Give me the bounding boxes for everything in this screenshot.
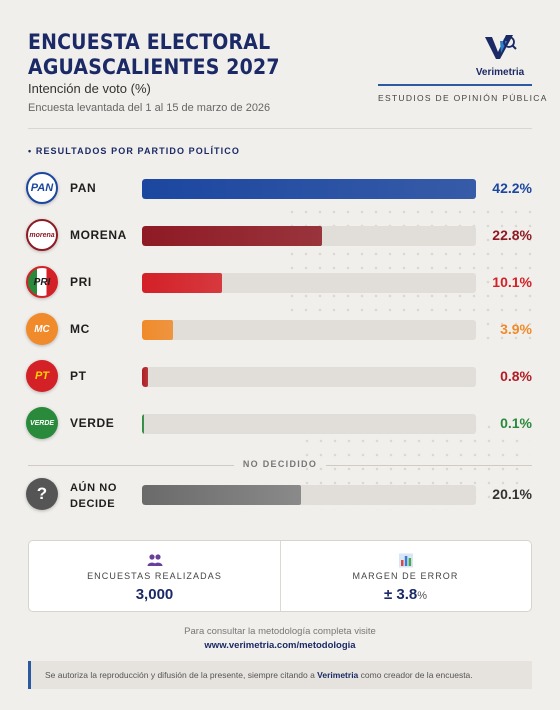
stat-margin-value: ± 3.8%	[280, 586, 531, 603]
verde-logo-text: VERDE	[29, 419, 55, 427]
bar-track	[142, 226, 476, 246]
bar-morena	[142, 226, 323, 246]
pri-logo-icon: PRI	[26, 266, 58, 298]
bar-mc	[142, 320, 173, 340]
verde-logo-icon: VERDE	[26, 407, 58, 439]
bar-row-verde: VERDE VERDE 0.1%	[26, 407, 536, 441]
morena-logo-text: morena	[29, 231, 55, 239]
brand-logo: Verimetria	[460, 33, 540, 78]
bar-value-undecided: 20.1%	[492, 486, 532, 502]
bar-track	[142, 179, 476, 199]
bar-label-mc: MC	[70, 322, 90, 336]
pt-logo-icon: PT	[26, 360, 58, 392]
subtitle: Intención de voto (%)	[28, 81, 151, 96]
stat-margin: MARGEN DE ERROR ± 3.8%	[280, 541, 531, 611]
bar-track	[142, 273, 476, 293]
bar-label-pri: PRI	[70, 275, 92, 289]
stat-surveys-label: ENCUESTAS REALIZADAS	[87, 571, 222, 581]
bar-row-mc: MC MC 3.9%	[26, 313, 536, 347]
question-icon: ?	[26, 478, 58, 510]
bar-row-pri: PRI PRI 10.1%	[26, 266, 536, 300]
survey-dates: Encuesta levantada del 1 al 15 de marzo …	[28, 102, 271, 114]
stat-surveys-value: 3,000	[135, 586, 174, 603]
bar-value-verde: 0.1%	[500, 415, 532, 431]
reproduction-notice: Se autoriza la reproducción y difusión d…	[28, 661, 532, 689]
bar-pt	[142, 367, 149, 387]
bar-row-pt: PT PT 0.8%	[26, 360, 536, 394]
undecided-divider-label: NO DECIDIDO	[242, 459, 318, 469]
margin-number: ± 3.8	[383, 586, 418, 603]
bar-verde	[142, 414, 144, 434]
bar-pan	[142, 179, 476, 199]
pt-logo-text: PT	[34, 370, 50, 382]
bar-row-pan: PAN PAN 42.2%	[26, 172, 536, 206]
undecided-label: AÚN NO DECIDE	[70, 480, 140, 512]
morena-logo-icon: morena	[26, 219, 58, 251]
bar-row-morena: morena MORENA 22.8%	[26, 219, 536, 253]
undecided-label-line-1: AÚN NO	[70, 482, 117, 494]
stat-surveys: ENCUESTAS REALIZADAS 3,000	[29, 541, 280, 611]
mc-logo-icon: MC	[26, 313, 58, 345]
stat-divider	[280, 541, 281, 611]
undecided-divider-line	[326, 465, 532, 466]
verimetria-logo-icon	[485, 35, 517, 59]
brand-name: Verimetria	[475, 67, 525, 78]
pan-logo-text: PAN	[30, 182, 54, 194]
mc-logo-text: MC	[34, 323, 50, 335]
bar-chart-icon	[399, 553, 413, 568]
bar-value-pt: 0.8%	[500, 368, 532, 384]
page-title: ENCUESTA ELECTORAL AGUASCALIENTES 2027	[28, 30, 280, 80]
methodology-note: Para consultar la metodología completa v…	[184, 626, 376, 637]
header-rule	[378, 84, 532, 86]
bar-track	[142, 414, 476, 434]
section-label: • RESULTADOS POR PARTIDO POLÍTICO	[28, 146, 240, 156]
bar-label-pt: PT	[70, 369, 87, 383]
pri-logo-text: PRI	[33, 276, 51, 288]
tagline: ESTUDIOS DE OPINIÓN PÚBLICA	[378, 93, 548, 103]
title-line-1: ENCUESTA ELECTORAL	[28, 30, 271, 54]
bar-track	[142, 485, 476, 505]
title-line-2: AGUASCALIENTES 2027	[28, 55, 280, 79]
undecided-label-line-2: DECIDE	[70, 498, 116, 510]
bar-track	[142, 367, 476, 387]
pan-logo-icon: PAN	[26, 172, 58, 204]
bar-value-morena: 22.8%	[492, 227, 532, 243]
notice-text-post: como creador de la encuesta.	[358, 670, 473, 680]
methodology-link[interactable]: www.verimetria.com/metodologia	[204, 640, 356, 651]
bar-value-mc: 3.9%	[500, 321, 532, 337]
margin-unit: %	[417, 590, 428, 602]
bar-row-undecided: ? AÚN NO DECIDE 20.1%	[26, 478, 536, 512]
bar-label-verde: VERDE	[70, 416, 115, 430]
bar-undecided	[142, 485, 302, 505]
bar-value-pan: 42.2%	[492, 180, 532, 196]
bar-track	[142, 320, 476, 340]
stats-panel: ENCUESTAS REALIZADAS 3,000 MARGEN DE ERR…	[28, 540, 532, 612]
divider	[28, 128, 532, 129]
notice-text-pre: Se autoriza la reproducción y difusión d…	[45, 670, 318, 680]
undecided-divider-line	[28, 465, 234, 466]
notice-brand: Verimetria	[317, 670, 359, 680]
bar-value-pri: 10.1%	[492, 274, 532, 290]
bar-label-morena: MORENA	[70, 228, 127, 242]
bar-label-pan: PAN	[70, 181, 97, 195]
people-icon	[147, 554, 163, 566]
bar-pri	[142, 273, 222, 293]
stat-margin-label: MARGEN DE ERROR	[352, 571, 459, 581]
